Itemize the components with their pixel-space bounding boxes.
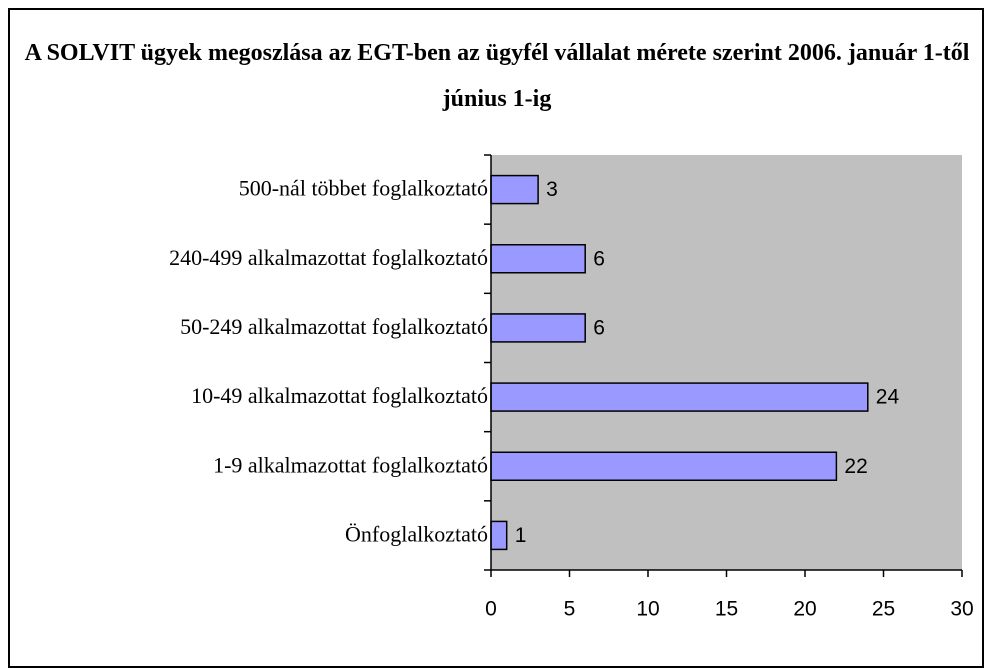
bar: [490, 244, 586, 274]
y-tick-label: 10-49 alkalmazottat foglalkoztató: [191, 383, 488, 408]
x-tick-label: 5: [564, 598, 576, 621]
bar: [490, 174, 539, 205]
x-tick-label: 30: [950, 598, 973, 621]
x-tick-label: 20: [793, 598, 816, 621]
bar: [490, 382, 869, 412]
bar: [490, 520, 508, 551]
value-label: 24: [876, 386, 900, 409]
bar: [490, 451, 838, 481]
page: A SOLVIT ügyek megoszlása az EGT-ben az …: [8, 8, 984, 668]
chart: 0 5 10 15 20 25 30 500-nál többet foglalkoztató…: [169, 154, 974, 621]
value-label: 6: [593, 316, 605, 339]
y-tick-label: 1-9 alkalmazottat foglalkoztató: [213, 452, 488, 477]
value-label: 6: [593, 247, 605, 270]
value-label: 22: [844, 455, 867, 478]
value-label: 3: [546, 178, 558, 201]
y-tick-label: 50-249 alkalmazottat foglalkoztató: [180, 314, 488, 339]
chart-title: A SOLVIT ügyek megoszlása az EGT-ben az …: [24, 40, 970, 112]
x-tick-label: 0: [485, 598, 497, 621]
y-tick-label: Önfoglalkoztató: [345, 521, 488, 546]
plot-area: [491, 155, 962, 570]
value-label: 1: [515, 524, 527, 547]
bar: [490, 313, 586, 343]
x-tick-label: 10: [636, 598, 659, 621]
y-tick-label: 240-499 alkalmazottat foglalkoztató: [169, 245, 488, 270]
x-tick-label: 15: [715, 598, 738, 621]
x-tick-label: 25: [872, 598, 895, 621]
y-tick-label: 500-nál többet foglalkoztató: [239, 176, 488, 201]
